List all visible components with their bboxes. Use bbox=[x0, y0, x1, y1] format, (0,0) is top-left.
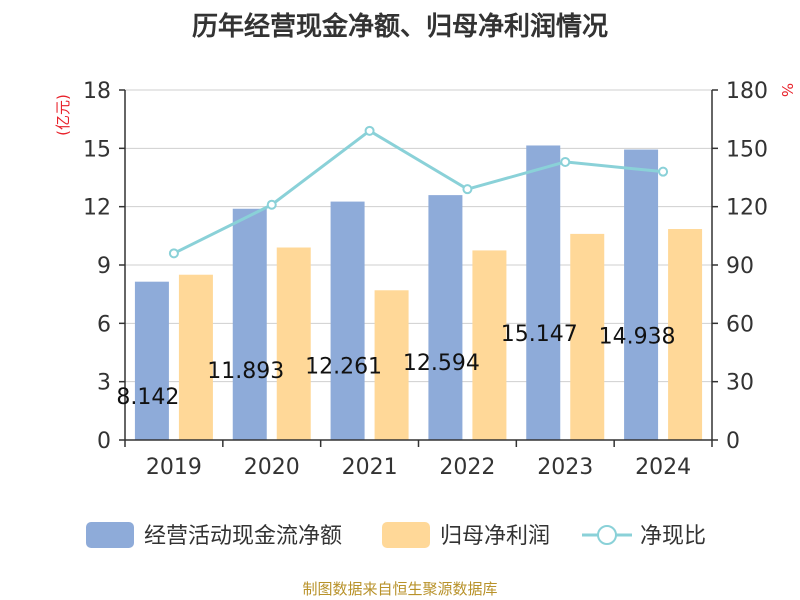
right-axis-unit: % bbox=[778, 83, 796, 97]
bar-cashflow-2021 bbox=[330, 201, 365, 440]
data-label-cashflow-2022: 12.594 bbox=[403, 351, 480, 376]
ratio-point-2019 bbox=[168, 248, 179, 259]
ratio-point-2022 bbox=[462, 184, 473, 195]
x-tick-label: 2020 bbox=[244, 455, 300, 480]
legend-swatch-cashflow bbox=[86, 522, 134, 548]
right-tick-label: 90 bbox=[726, 254, 754, 279]
data-labels: 8.142 11.893 12.261 12.594 15.147 14.938 bbox=[116, 322, 675, 410]
ratio-line bbox=[168, 125, 669, 259]
bar-cashflow-2023 bbox=[526, 145, 561, 440]
right-tick-label: 60 bbox=[726, 312, 754, 337]
data-label-cashflow-2019: 8.142 bbox=[116, 385, 179, 410]
left-tick-label: 12 bbox=[83, 196, 111, 221]
ratio-line-path bbox=[173, 129, 664, 255]
bar-netprofit-2023 bbox=[570, 233, 605, 440]
right-tick-label: 0 bbox=[726, 429, 740, 454]
left-tick-label: 18 bbox=[83, 79, 111, 104]
x-tick-label: 2023 bbox=[537, 455, 593, 480]
bars bbox=[134, 145, 703, 441]
data-label-cashflow-2023: 15.147 bbox=[501, 322, 578, 347]
bar-netprofit-2022 bbox=[472, 250, 507, 440]
ratio-point-2021 bbox=[364, 125, 375, 136]
left-tick-label: 3 bbox=[97, 371, 111, 396]
legend-label-ratio: 净现比 bbox=[640, 524, 706, 549]
right-tick-label: 150 bbox=[726, 137, 768, 162]
right-tick-label: 120 bbox=[726, 196, 768, 221]
left-tick-label: 6 bbox=[97, 312, 111, 337]
bar-netprofit-2024 bbox=[668, 229, 703, 440]
legend-swatch-netprofit bbox=[382, 522, 430, 548]
bar-cashflow-2022 bbox=[428, 195, 463, 440]
left-tick-label: 0 bbox=[97, 429, 111, 454]
data-label-cashflow-2020: 11.893 bbox=[207, 359, 284, 384]
bar-cashflow-2020 bbox=[232, 208, 267, 440]
legend-label-cashflow: 经营活动现金流净额 bbox=[144, 524, 342, 549]
left-tick-label: 15 bbox=[83, 137, 111, 162]
data-label-cashflow-2021: 12.261 bbox=[305, 355, 382, 380]
left-tick-label: 9 bbox=[97, 254, 111, 279]
bar-cashflow-2019 bbox=[134, 281, 169, 440]
data-label-cashflow-2024: 14.938 bbox=[599, 325, 676, 350]
x-tick-label: 2021 bbox=[342, 455, 398, 480]
bar-netprofit-2019 bbox=[178, 274, 213, 440]
ratio-point-2023 bbox=[560, 156, 571, 167]
right-tick-label: 180 bbox=[726, 79, 768, 104]
x-tick-label: 2019 bbox=[146, 455, 202, 480]
ratio-point-2020 bbox=[266, 199, 277, 210]
legend-label-netprofit: 归母净利润 bbox=[440, 524, 550, 549]
left-axis-unit: (亿元) bbox=[54, 94, 72, 136]
x-tick-label: 2022 bbox=[439, 455, 495, 480]
bar-netprofit-2021 bbox=[374, 290, 409, 440]
legend-marker-ratio bbox=[597, 525, 617, 545]
bar-cashflow-2024 bbox=[624, 149, 659, 441]
legend: 经营活动现金流净额 归母净利润 净现比 bbox=[86, 522, 706, 549]
source-note: 制图数据来自恒生聚源数据库 bbox=[302, 580, 498, 598]
ratio-point-2024 bbox=[658, 166, 669, 177]
grid-lines bbox=[125, 89, 712, 383]
bar-netprofit-2020 bbox=[276, 247, 311, 440]
x-tick-label: 2024 bbox=[635, 455, 691, 480]
right-tick-label: 30 bbox=[726, 371, 754, 396]
chart-title: 历年经营现金净额、归母净利润情况 bbox=[191, 12, 608, 42]
